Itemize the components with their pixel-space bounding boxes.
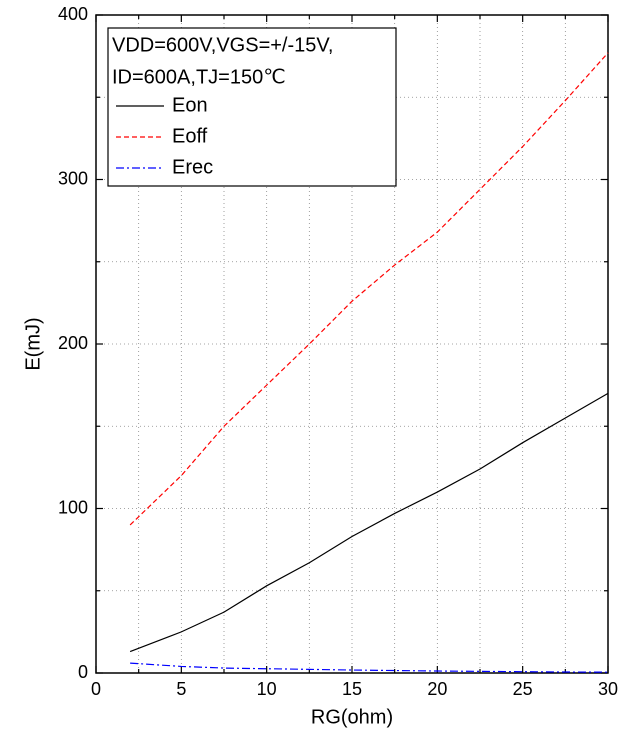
x-tick-label: 20 (427, 679, 447, 699)
y-tick-label: 300 (58, 168, 88, 188)
series-line (129, 52, 609, 526)
legend-label: Eon (172, 94, 208, 116)
x-tick-label: 5 (176, 679, 186, 699)
y-axis-label: E(mJ) (22, 317, 44, 370)
x-tick-label: 15 (342, 679, 362, 699)
legend-title: VDD=600V,VGS=+/-15V, (112, 34, 333, 56)
x-tick-label: 25 (513, 679, 533, 699)
legend-label: Eoff (172, 125, 208, 147)
legend-box (107, 27, 397, 187)
y-tick-label: 200 (58, 333, 88, 353)
y-tick-label: 100 (58, 497, 88, 517)
y-tick-label: 0 (78, 662, 88, 682)
series-line (130, 662, 609, 673)
x-tick-label: 0 (91, 679, 101, 699)
x-tick-label: 10 (257, 679, 277, 699)
legend-label: Erec (172, 156, 213, 178)
legend-title: ID=600A,TJ=150℃ (112, 66, 286, 88)
y-tick-label: 400 (58, 4, 88, 24)
x-tick-label: 30 (598, 679, 618, 699)
series-line (129, 392, 609, 653)
x-axis-label: RG(ohm) (311, 706, 393, 728)
